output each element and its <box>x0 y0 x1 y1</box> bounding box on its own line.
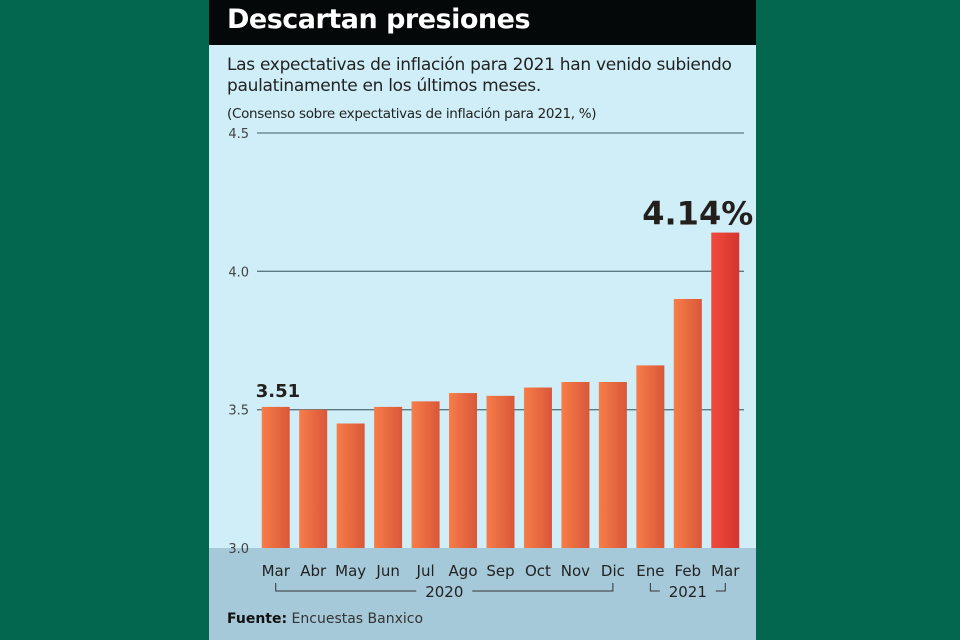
x-tick-label: Oct <box>525 562 551 580</box>
bar <box>523 387 552 548</box>
x-tick-label: Jun <box>375 562 399 580</box>
bar <box>336 423 365 548</box>
y-tick-label: 4.0 <box>228 265 249 280</box>
x-tick-label: Dic <box>601 562 625 580</box>
x-tick-label: Ago <box>449 562 478 580</box>
chart-unit-note: (Consenso sobre expectativas de inflació… <box>227 106 597 122</box>
year-bracket <box>275 583 417 592</box>
year-label: 2020 <box>425 583 463 601</box>
year-bracket <box>715 583 726 592</box>
x-tick-label: Nov <box>561 562 590 580</box>
bar <box>486 395 515 548</box>
bar <box>374 406 403 548</box>
bar <box>636 365 665 548</box>
x-tick-label: Abr <box>300 562 327 580</box>
bar <box>561 382 590 548</box>
source-line: Fuente: Encuestas Banxico <box>227 611 423 627</box>
year-bracket <box>472 583 614 592</box>
chart-title: Descartan presiones <box>227 4 531 35</box>
bar <box>411 401 440 548</box>
x-tick-label: Mar <box>262 562 291 580</box>
y-tick-label: 3.0 <box>228 542 249 557</box>
source-text: Encuestas Banxico <box>291 611 424 627</box>
title-bar: Descartan presiones <box>209 0 756 45</box>
bar <box>598 382 627 548</box>
year-label: 2021 <box>669 583 707 601</box>
x-tick-label: Jul <box>416 562 435 580</box>
infographic-panel: Descartan presiones Las expectativas de … <box>209 0 756 640</box>
y-tick-label: 4.5 <box>228 127 249 142</box>
data-label: 3.51 <box>256 381 300 402</box>
bar <box>449 393 478 548</box>
x-tick-label: Sep <box>486 562 514 580</box>
x-tick-label: Feb <box>675 562 702 580</box>
x-tick-label: May <box>335 562 366 580</box>
bar-chart: 3.0 3.5 4.0 4.5 Mar Abr May Jun Jul Ago Sep Oct Nov D… <box>228 127 753 601</box>
bar <box>673 299 702 548</box>
x-tick-label: Ene <box>636 562 664 580</box>
bar <box>711 232 740 548</box>
bar <box>261 406 290 548</box>
data-label: 4.14% <box>642 195 753 233</box>
footer-band <box>209 548 756 640</box>
source-label: Fuente: <box>227 611 288 627</box>
bar <box>299 409 328 548</box>
y-tick-label: 3.5 <box>228 404 249 419</box>
chart-subtitle: Las expectativas de inflación para 2021 … <box>227 55 732 96</box>
year-bracket <box>649 583 660 592</box>
x-tick-label: Mar <box>711 562 740 580</box>
